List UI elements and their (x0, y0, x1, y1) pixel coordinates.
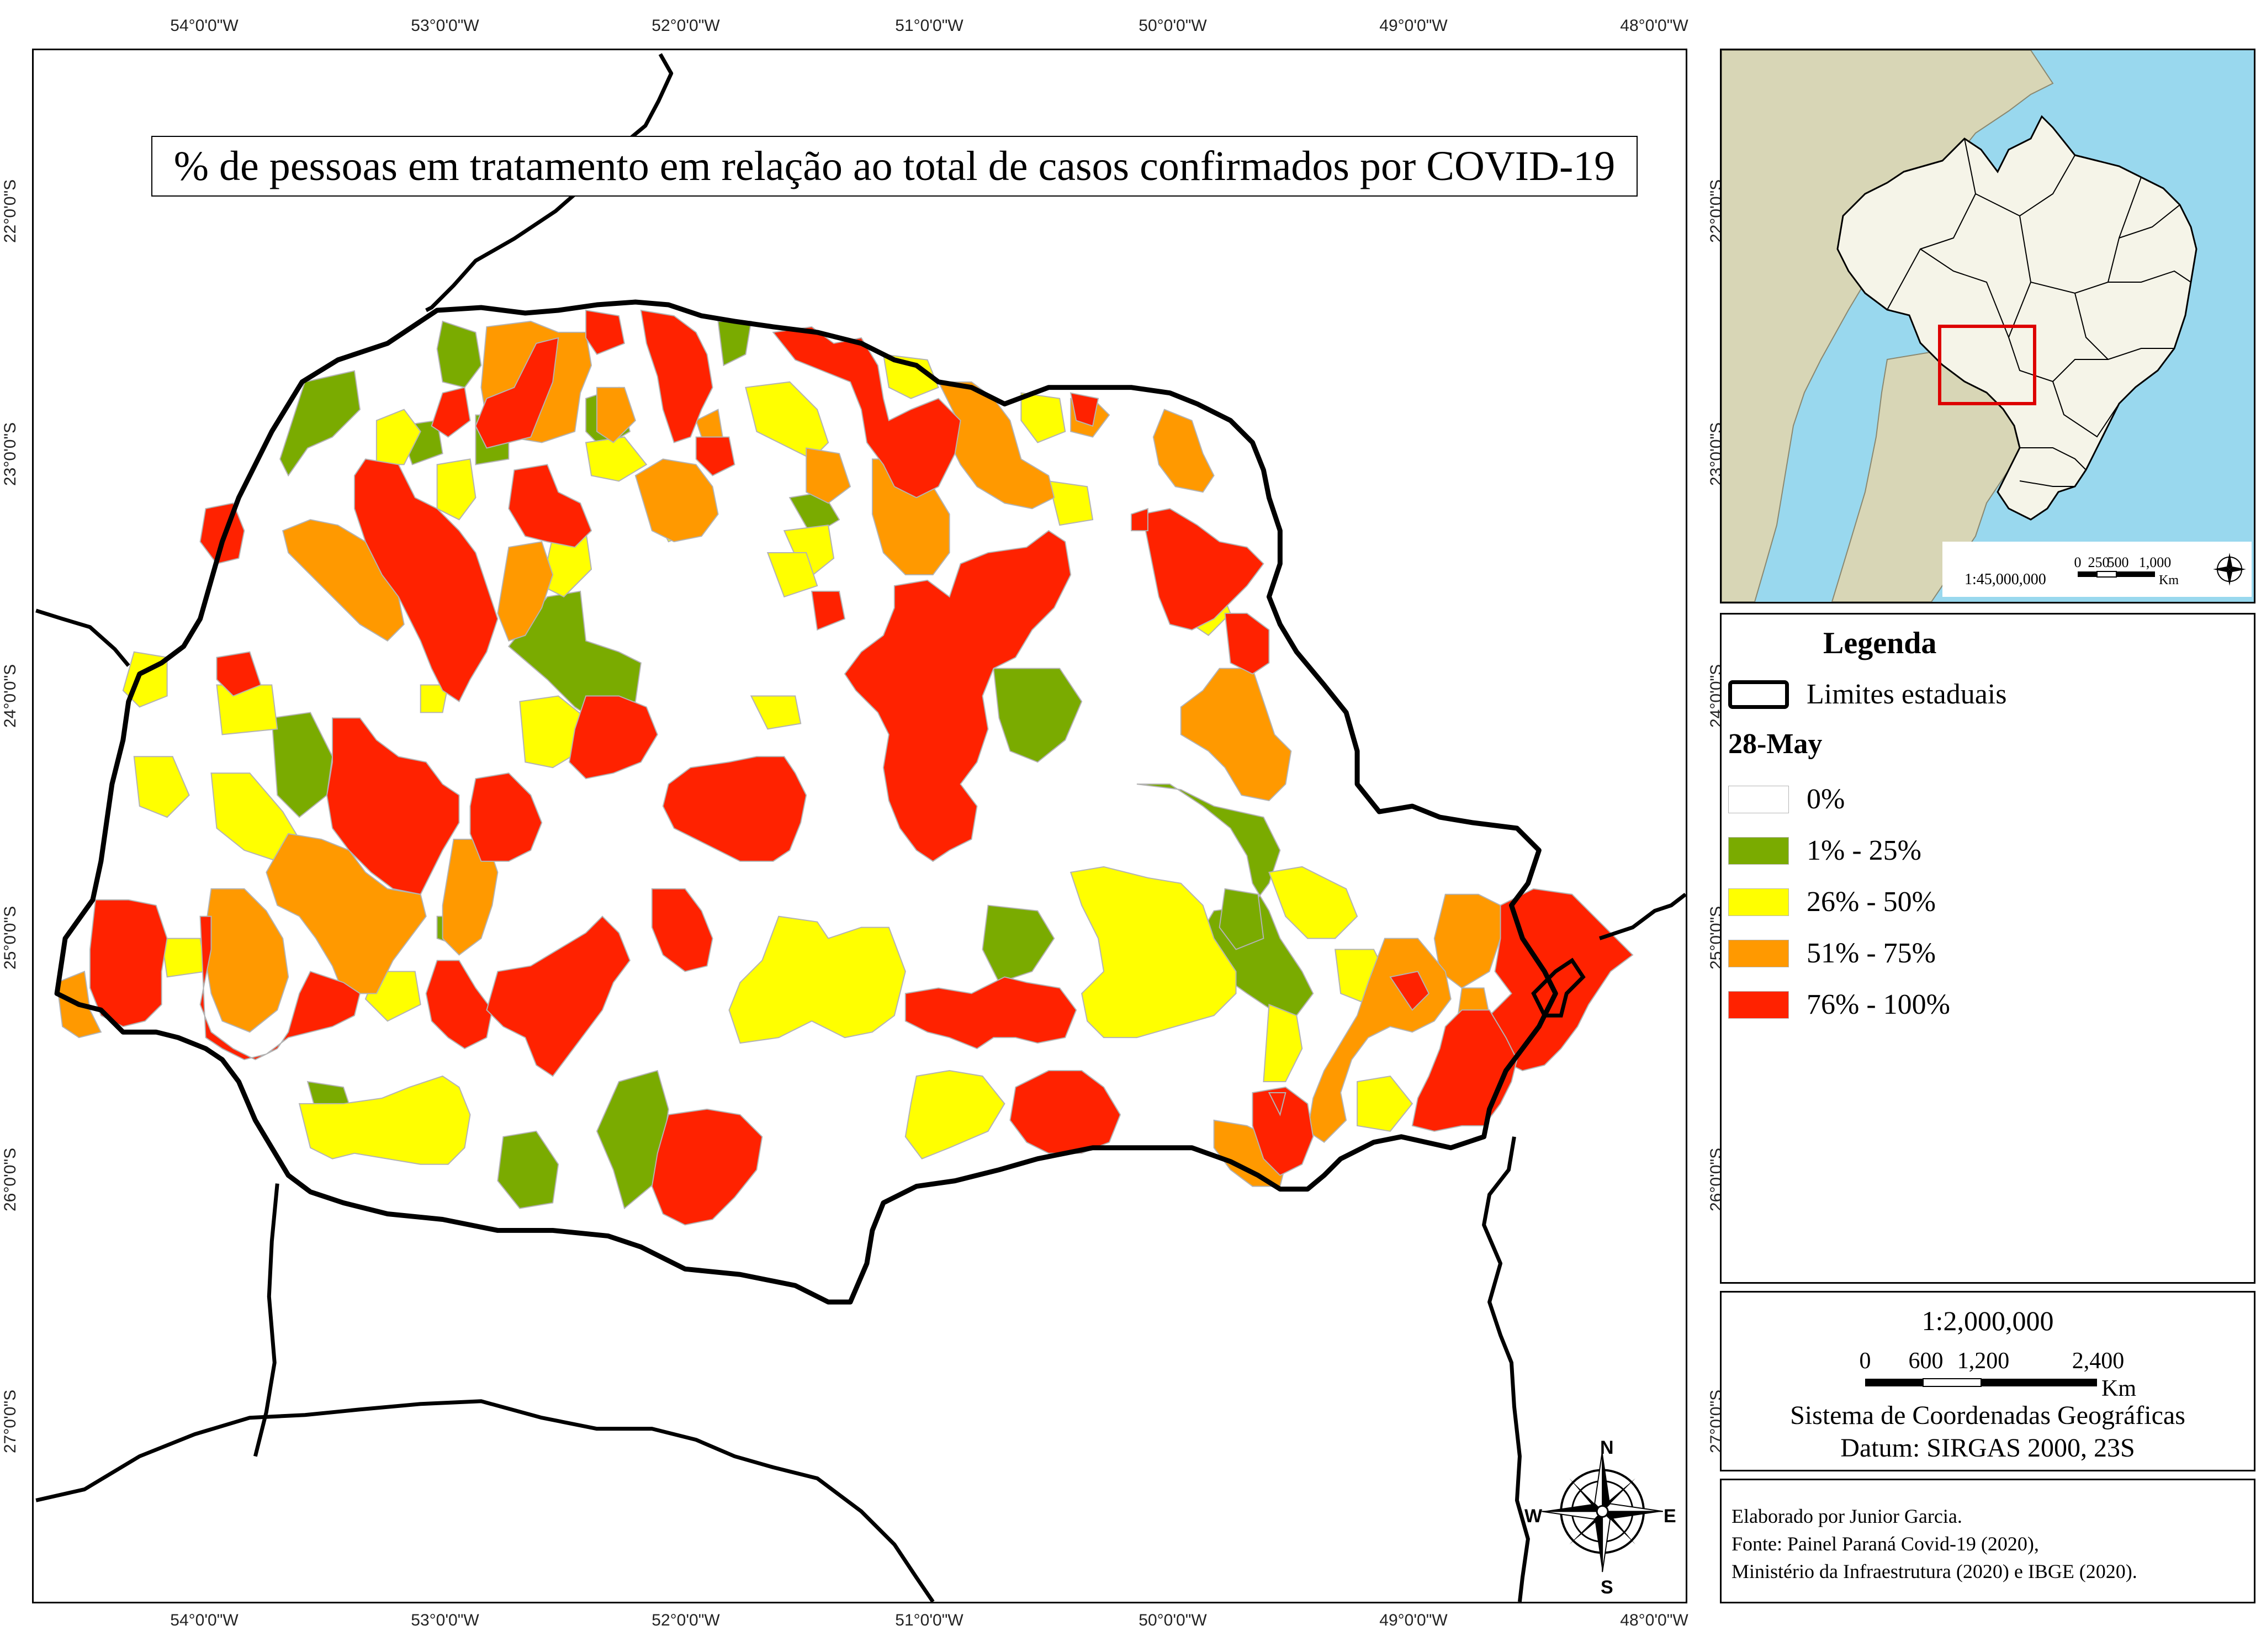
scale-panel: 1:2,000,000 0 600 1,200 2,400 Km Sistema… (1720, 1291, 2255, 1471)
legend-class-2: 26% - 50% (1728, 886, 1936, 918)
legend-class-4: 76% - 100% (1728, 988, 1950, 1021)
inset-scale-unit: Km (2159, 573, 2179, 587)
scale-bar (1865, 1378, 2097, 1387)
compass-rose (1542, 1450, 1664, 1572)
legend-swatch-4 (1728, 991, 1789, 1019)
scale-label-1200: 1,200 (1957, 1348, 2010, 1374)
scale-unit: Km (2101, 1376, 2136, 1401)
coordinate-system: Sistema de Coordenadas Geográficas (1790, 1401, 2185, 1430)
inset-scale-label-0: 0 (2074, 554, 2082, 570)
lon-tick-top-48: 48°0'0"W (1620, 17, 1688, 35)
legend-label-4: 76% - 100% (1807, 989, 1950, 1020)
legend-label-0: 0% (1807, 783, 1845, 815)
inset-scale-background (1942, 542, 2252, 597)
lon-tick-bottom-51: 51°0'0"W (895, 1611, 963, 1629)
lon-tick-bottom-48: 48°0'0"W (1620, 1611, 1688, 1629)
lon-tick-top-52: 52°0'0"W (652, 17, 720, 35)
legend-label-3: 51% - 75% (1807, 938, 1936, 969)
lon-tick-bottom-54: 54°0'0"W (170, 1611, 239, 1629)
inset-scale-label-1000: 1,000 (2138, 554, 2172, 570)
inset-scale-ratio: 1:45,000,000 (1965, 571, 2046, 588)
lon-tick-top-53: 53°0'0"W (411, 17, 479, 35)
main-map-frame: % de pessoas em tratamento em relação ao… (32, 49, 1687, 1603)
inset-scale-label-250: 250 (2088, 554, 2110, 570)
legend-date: 28-May (1728, 728, 1823, 760)
credits-panel: Elaborado por Junior Garcia. Fonte: Pain… (1720, 1479, 2255, 1603)
datum: Datum: SIRGAS 2000, 23S (1840, 1433, 2135, 1463)
credit-author: Elaborado por Junior Garcia. (1732, 1505, 1962, 1527)
legend-swatch-2 (1728, 888, 1789, 916)
legend-class-3: 51% - 75% (1728, 937, 1936, 970)
legend-panel: Legenda Limites estaduais 28-May 0% 1% -… (1720, 613, 2255, 1284)
legend-swatch-0 (1728, 785, 1789, 813)
lat-tick-left-25: 25°0'0"S (1, 906, 19, 970)
legend-label-1: 1% - 25% (1807, 835, 1921, 866)
compass-west-label: W (1524, 1506, 1543, 1527)
scale-label-0: 0 (1859, 1348, 1871, 1374)
coastline-islands (1531, 892, 1686, 1018)
inset-scale-label-500: 500 (2107, 554, 2129, 570)
lon-tick-top-49: 49°0'0"W (1379, 17, 1448, 35)
credit-source-2: Ministério da Infraestrutura (2020) e IB… (1732, 1560, 2137, 1582)
parana-highlight-box (1938, 325, 2036, 405)
legend-state-limits-label: Limites estaduais (1807, 679, 2007, 710)
lat-tick-left-26: 26°0'0"S (1, 1147, 19, 1211)
legend-state-limits: Limites estaduais (1728, 678, 2006, 711)
parana-state-border (54, 299, 1558, 1305)
lat-tick-left-22: 22°0'0"S (1, 179, 19, 243)
state-limits-swatch (1728, 680, 1789, 709)
scale-label-600: 600 (1908, 1348, 1944, 1374)
parana-choropleth-map (35, 53, 1686, 1602)
map-title: % de pessoas em tratamento em relação ao… (151, 136, 1638, 197)
lon-tick-bottom-49: 49°0'0"W (1379, 1611, 1448, 1629)
legend-title: Legenda (1823, 626, 1937, 660)
lat-tick-left-24: 24°0'0"S (1, 664, 19, 728)
compass-north-label: N (1600, 1437, 1614, 1458)
legend-class-1: 1% - 25% (1728, 834, 1921, 867)
compass-south-label: S (1601, 1577, 1613, 1598)
credit-source-1: Fonte: Painel Paraná Covid-19 (2020), (1732, 1533, 2039, 1555)
lon-tick-bottom-53: 53°0'0"W (411, 1611, 479, 1629)
inset-scale-bar (2078, 571, 2155, 578)
legend-swatch-3 (1728, 939, 1789, 967)
legend-class-0: 0% (1728, 783, 1845, 816)
scale-label-2400: 2,400 (2072, 1348, 2125, 1374)
lon-tick-bottom-50: 50°0'0"W (1139, 1611, 1207, 1629)
lon-tick-top-54: 54°0'0"W (170, 17, 239, 35)
lon-tick-top-50: 50°0'0"W (1139, 17, 1207, 35)
lat-tick-left-23: 23°0'0"S (1, 422, 19, 486)
inset-north-arrow (2213, 553, 2246, 586)
inset-location-map: 1:45,000,000 0 250 500 1,000 Km (1720, 49, 2255, 603)
scale-ratio: 1:2,000,000 (1921, 1305, 2054, 1336)
compass-east-label: E (1664, 1506, 1676, 1527)
legend-label-2: 26% - 50% (1807, 886, 1936, 918)
south-america-inset (1722, 50, 2254, 602)
legend-swatch-1 (1728, 836, 1789, 865)
municipalities (56, 301, 1634, 1303)
lon-tick-bottom-52: 52°0'0"W (652, 1611, 720, 1629)
lat-tick-left-27: 27°0'0"S (1, 1389, 19, 1453)
lon-tick-top-51: 51°0'0"W (895, 17, 963, 35)
brazil-internal-borders (1887, 138, 2191, 487)
